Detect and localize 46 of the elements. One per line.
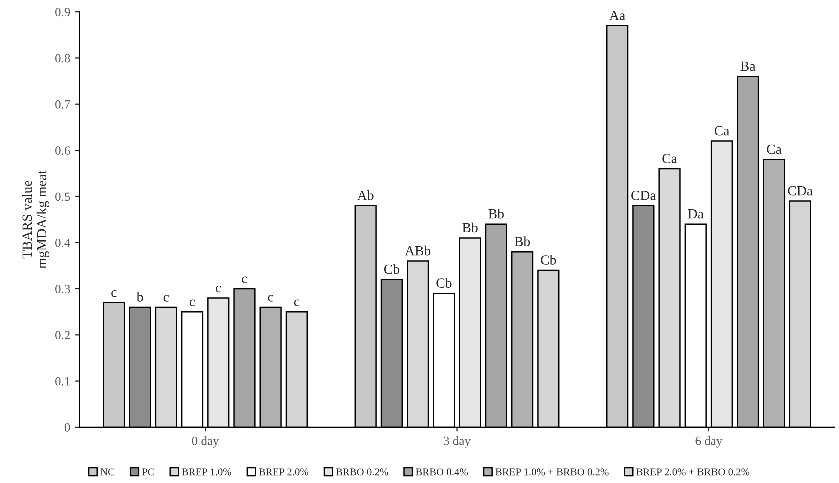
y-tick-label: 0.3 — [56, 285, 70, 294]
legend-label: BREP 1.0% — [182, 468, 232, 476]
data-label: c — [216, 286, 222, 293]
y-tick-label: 0 — [64, 423, 70, 432]
legend-label: PC — [142, 468, 154, 476]
y-tick-label: 0.1 — [56, 377, 70, 386]
data-label: Bb — [462, 222, 478, 233]
data-label: Bb — [488, 209, 504, 219]
x-tick-label: 3 day — [444, 436, 471, 448]
y-tick-label: 0.8 — [56, 54, 70, 63]
data-label: b — [136, 292, 144, 302]
data-label: ABb — [405, 246, 431, 256]
data-label: c — [242, 276, 248, 284]
y-tick-label: 0.5 — [56, 192, 70, 202]
legend-label: BRBO 0.2% — [336, 468, 388, 476]
legend-label: BRBO 0.4% — [416, 468, 468, 476]
data-label: Cb — [541, 255, 556, 265]
legend-label: BREP 2.0% — [259, 468, 309, 476]
data-label: Cb — [384, 264, 400, 274]
data-label: Ab — [358, 190, 374, 200]
data-label: Cb — [436, 278, 452, 288]
data-label: Ba — [740, 62, 756, 72]
y-axis-title: TBARS value mgMDA/kg meat — [22, 170, 50, 269]
x-tick-label: 0 day — [192, 436, 220, 448]
y-tick-label: 0.9 — [56, 8, 70, 17]
data-label: Da — [688, 210, 704, 219]
legend-label: NC — [100, 468, 114, 476]
data-label: c — [268, 295, 274, 302]
data-label: c — [112, 290, 117, 298]
y-tick-label: 0.7 — [56, 100, 70, 109]
x-tick-label: 6 day — [696, 436, 723, 448]
y-tick-label: 0.2 — [56, 331, 70, 340]
data-label: CDa — [788, 186, 813, 196]
data-label: Bb — [514, 236, 530, 246]
data-label: Ca — [767, 144, 782, 154]
y-tick-label: 0.6 — [56, 146, 70, 156]
data-label: Ca — [662, 154, 678, 164]
data-label: Ca — [714, 126, 730, 136]
y-tick-label: 0.4 — [56, 238, 70, 248]
data-label: CDa — [632, 190, 656, 200]
legend-label: BREP 1.0% + BRBO 0.2% — [496, 468, 609, 476]
legend-label: BREP 2.0% + BRBO 0.2% — [636, 468, 750, 476]
data-label: c — [164, 295, 170, 302]
data-label: Aa — [610, 11, 626, 20]
data-label: c — [190, 300, 196, 306]
data-label: c — [294, 300, 300, 306]
